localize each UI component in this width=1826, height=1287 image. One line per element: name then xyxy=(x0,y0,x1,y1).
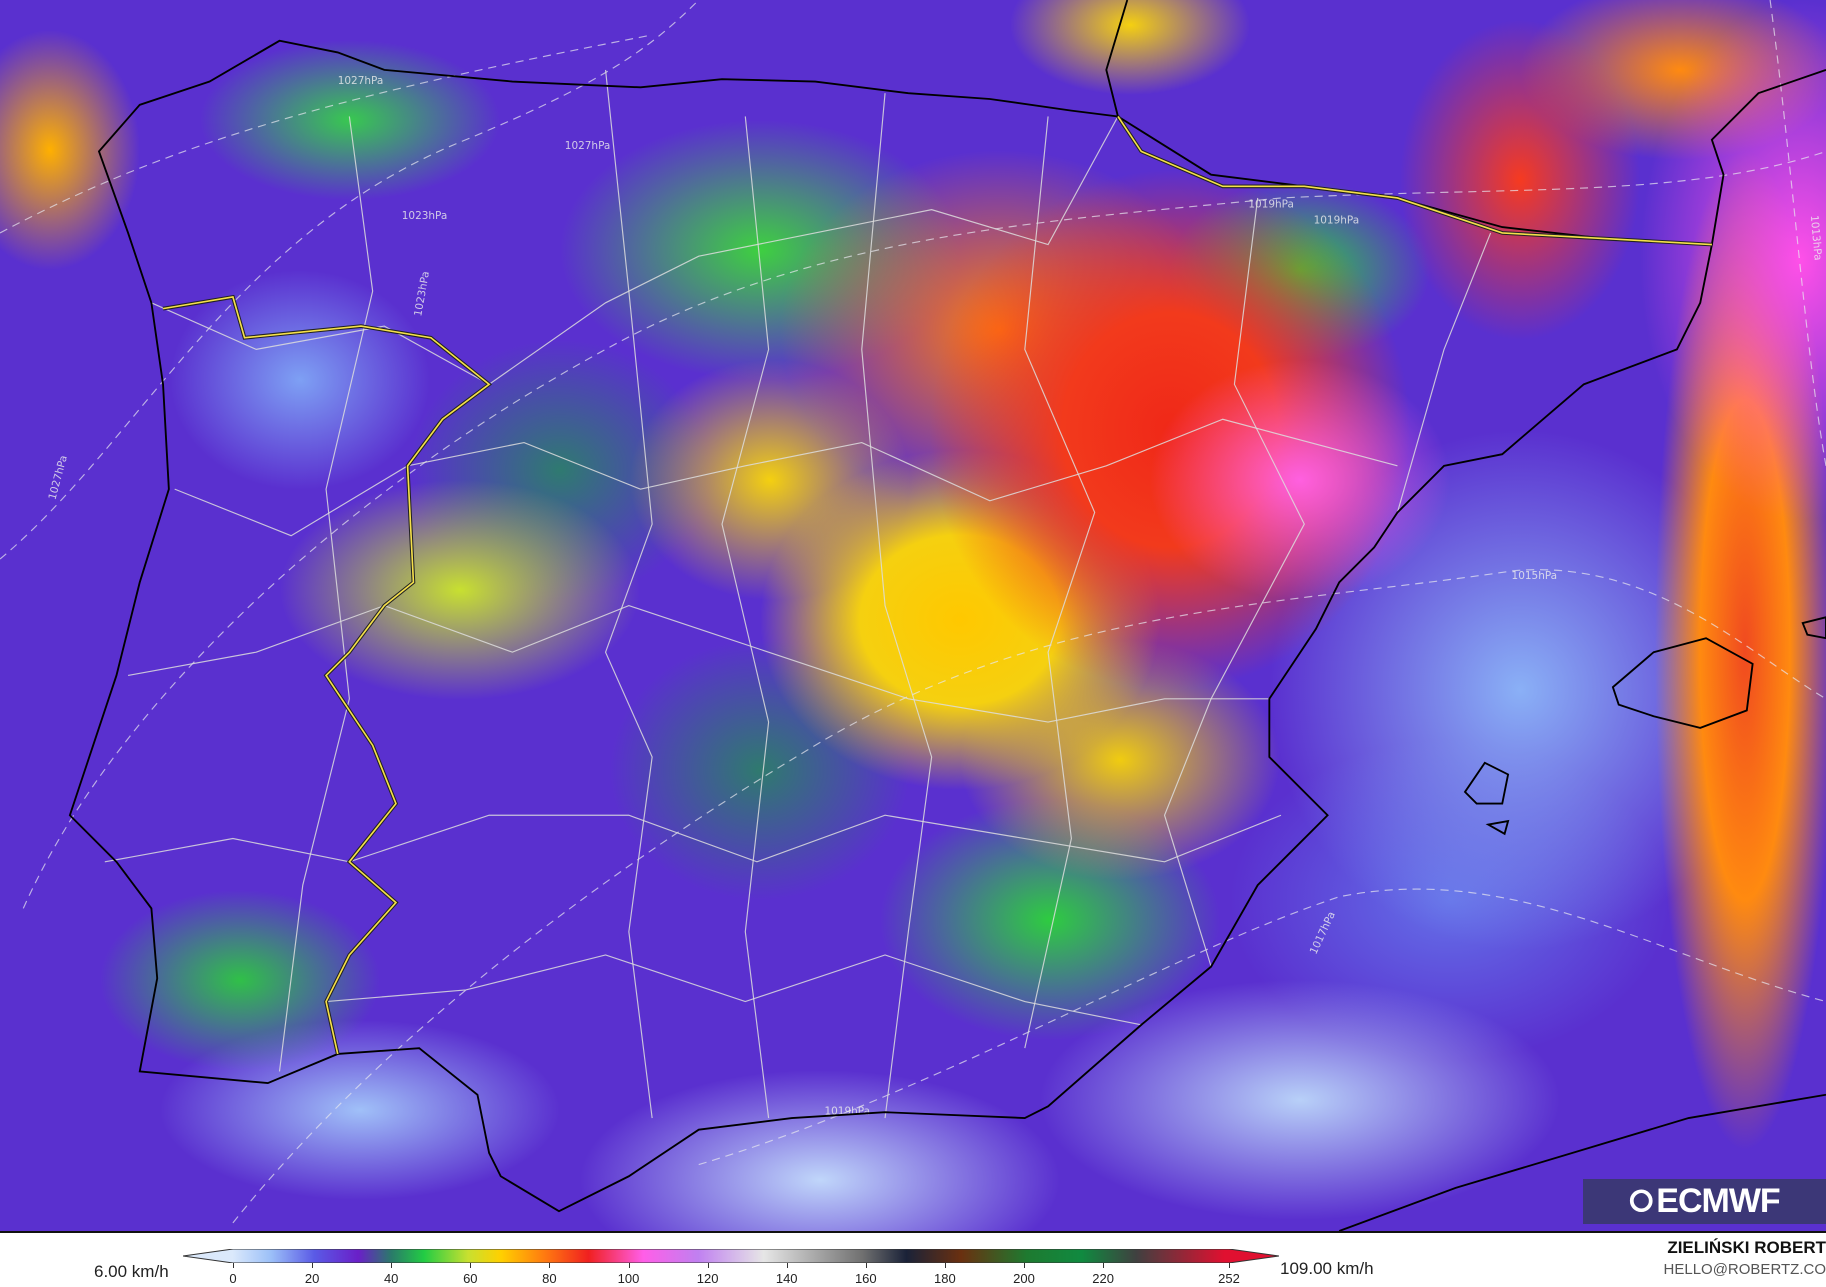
france-east-coast xyxy=(1710,68,1826,245)
author-credit: ZIELIŃSKI ROBERT xyxy=(1667,1238,1826,1257)
colorbar-tick xyxy=(865,1263,867,1268)
colorbar-tick-label: 0 xyxy=(229,1271,237,1286)
author-email: HELLO@ROBERTZ.CO xyxy=(1663,1261,1826,1278)
isobars xyxy=(0,0,1826,1224)
africa-coast xyxy=(1338,1093,1826,1231)
ecmwf-logo-icon: ⭘ xyxy=(1629,1184,1653,1218)
ibiza xyxy=(1463,761,1510,805)
svg-text:1023hPa: 1023hPa xyxy=(402,210,448,222)
colorbar-tick xyxy=(391,1263,393,1268)
colorbar-tick xyxy=(1103,1263,1105,1268)
colorbar-tick-label: 120 xyxy=(696,1271,719,1286)
colorbar-tick-label: 80 xyxy=(542,1271,557,1286)
svg-text:1019hPa: 1019hPa xyxy=(1314,215,1360,227)
colorbar-tick xyxy=(1229,1263,1230,1268)
colorbar-tick-label: 40 xyxy=(383,1271,399,1286)
svg-text:1027hPa: 1027hPa xyxy=(47,454,70,501)
svg-text:1015hPa: 1015hPa xyxy=(1512,570,1558,582)
colorbar-tick xyxy=(1024,1263,1025,1268)
wind-map: 1027hPa 1027hPa 1023hPa 1027hPa 1023hPa … xyxy=(0,0,1826,1233)
colorbar-tick-label: 160 xyxy=(854,1271,877,1286)
colorbar-tick xyxy=(628,1263,630,1268)
ecmwf-logo-text: ECMWF xyxy=(1656,1182,1780,1220)
mallorca xyxy=(1611,637,1754,729)
svg-text:1027hPa: 1027hPa xyxy=(338,75,384,87)
coastline xyxy=(68,39,1713,1213)
legend-min-label: 6.00 km/h xyxy=(94,1262,169,1281)
svg-text:1017hPa: 1017hPa xyxy=(1308,910,1338,956)
colorbar-tick xyxy=(549,1263,551,1268)
isobar-labels: 1027hPa 1027hPa 1023hPa 1027hPa 1023hPa … xyxy=(47,75,1824,1118)
svg-text:1013hPa: 1013hPa xyxy=(1808,215,1824,261)
legend-max-label: 109.00 km/h xyxy=(1280,1259,1374,1278)
menorca xyxy=(1801,616,1826,640)
colorbar-tick xyxy=(944,1263,946,1268)
colorbar-tick xyxy=(233,1263,234,1268)
france-border-outline xyxy=(1116,115,1712,247)
svg-text:1027hPa: 1027hPa xyxy=(565,140,611,152)
svg-text:1023hPa: 1023hPa xyxy=(412,270,432,317)
france-border xyxy=(1117,116,1712,246)
colorbar-tick-label: 60 xyxy=(463,1271,478,1286)
colorbar-tick-label: 252 xyxy=(1218,1271,1240,1286)
province-borders xyxy=(104,69,1492,1119)
formentera xyxy=(1485,819,1510,836)
map-overlay: 1027hPa 1027hPa 1023hPa 1027hPa 1023hPa … xyxy=(0,0,1826,1231)
colorbar-tick-label: 180 xyxy=(934,1271,956,1286)
colorbar-tick-label: 140 xyxy=(775,1271,798,1286)
colorbar-tick xyxy=(707,1263,709,1268)
colorbar xyxy=(183,1249,1279,1263)
portugal-border xyxy=(162,296,491,1055)
colorbar-tick-label: 200 xyxy=(1013,1271,1035,1286)
colorbar-tick-label: 220 xyxy=(1092,1271,1114,1286)
colorbar-tick-label: 100 xyxy=(617,1271,640,1286)
colorbar-tick-label: 20 xyxy=(304,1271,320,1286)
colorbar-bar xyxy=(183,1249,1279,1263)
ecmwf-logo: ⭘ ECMWF xyxy=(1583,1179,1826,1224)
colorbar-tick xyxy=(312,1263,314,1268)
france-coast xyxy=(1105,0,1129,117)
colorbar-tick xyxy=(470,1263,472,1268)
colorbar-tick xyxy=(786,1263,788,1268)
svg-text:1019hPa: 1019hPa xyxy=(1248,198,1294,210)
